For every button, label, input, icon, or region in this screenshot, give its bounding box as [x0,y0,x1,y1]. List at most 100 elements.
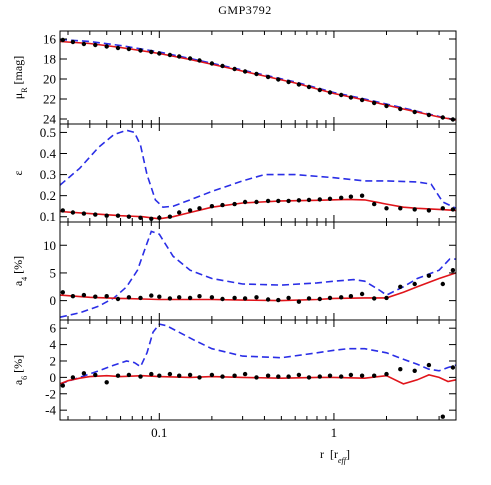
data-point [359,373,365,378]
data-point [138,48,143,53]
data-point [167,214,173,219]
data-point [70,39,76,45]
x-axis-tick-labels: 0.1 1 [151,425,337,440]
ylabel-unit: [%] [11,256,25,274]
data-point [372,201,377,207]
data-point [242,371,248,377]
data-point [220,296,225,302]
data-point [209,61,215,66]
data-point [348,294,354,299]
data-point [232,295,237,301]
y-tick-label: 20 [43,72,56,87]
data-point [81,211,87,216]
fit-line [59,40,457,121]
data-point [317,374,322,379]
data-point [265,74,271,80]
y-tick-label: 0.5 [40,125,56,140]
data-point [115,45,121,51]
model-line [59,230,456,318]
data-point [450,207,456,212]
data-point [398,206,403,211]
data-point [167,296,173,301]
data-point [372,100,377,106]
data-point [149,371,154,377]
data-point [276,297,281,303]
ylabel-main: a [11,280,25,286]
data-point [359,97,365,103]
ylabel-main: a [11,379,25,385]
data-point [232,66,237,72]
y-tick-label: 4 [50,337,57,352]
data-point [296,198,302,203]
data-point [276,198,281,204]
data-point [93,372,98,378]
data-point [70,210,76,215]
data-point [157,51,162,56]
data-point [115,373,121,378]
data-point [286,295,291,301]
data-point [149,293,154,298]
x-tick-label: 0.1 [151,425,167,440]
data-point [426,362,432,368]
data-point [138,374,143,379]
y-tick-label: -2 [45,386,56,401]
data-point [412,207,417,212]
data-point [126,214,132,219]
data-point [286,198,291,204]
data-point [104,213,109,218]
data-point [187,208,193,213]
data-point [220,63,225,69]
data-point [286,79,291,85]
data-point [115,213,121,218]
data-point [296,299,302,304]
ylabel-unit: [mag] [11,56,25,85]
panel-surface-brightness: 16 18 20 22 24 μR [mag] [11,30,457,127]
data-point [384,295,389,301]
data-point [426,208,432,213]
fit-line [59,374,457,385]
data-point [384,103,389,109]
data-point [412,368,417,373]
ylabel-epsilon: ε [11,170,25,175]
data-point [440,281,445,287]
data-point [306,296,312,301]
data-point [440,115,445,120]
ylabel-sub: R [20,87,29,93]
data-point [115,296,121,302]
data-point [348,95,354,100]
data-point [167,52,173,58]
data-point [187,295,193,301]
data-point [254,199,259,205]
y-tick-label: -4 [45,403,56,418]
model-line [59,38,457,121]
y-tick-label: 0.4 [40,146,57,161]
data-point [306,375,312,380]
panel-ellipticity: 0.1 0.2 0.3 0.4 0.5 ε [11,123,457,224]
data-point [242,199,248,205]
data-point [81,41,87,47]
data-point [426,273,432,278]
data-point [220,202,225,208]
data-point [317,87,322,93]
data-point [339,92,344,98]
y-tick-label: 2 [50,353,57,368]
xlabel-main: r [320,447,324,461]
data-point [348,372,354,378]
data-point [327,295,333,301]
data-point [157,294,162,299]
x-axis-label: r [reff] [320,447,350,465]
data-point [348,194,354,199]
model-line [59,129,457,210]
data-point [265,373,271,378]
data-point [317,197,322,202]
data-point [187,372,193,378]
data-point [412,281,417,287]
y-tick-label: 6 [50,321,57,336]
data-point [81,371,87,376]
data-point [265,198,271,204]
data-point [276,77,281,82]
data-point [232,373,237,378]
data-point [167,371,173,377]
data-point [440,414,445,419]
